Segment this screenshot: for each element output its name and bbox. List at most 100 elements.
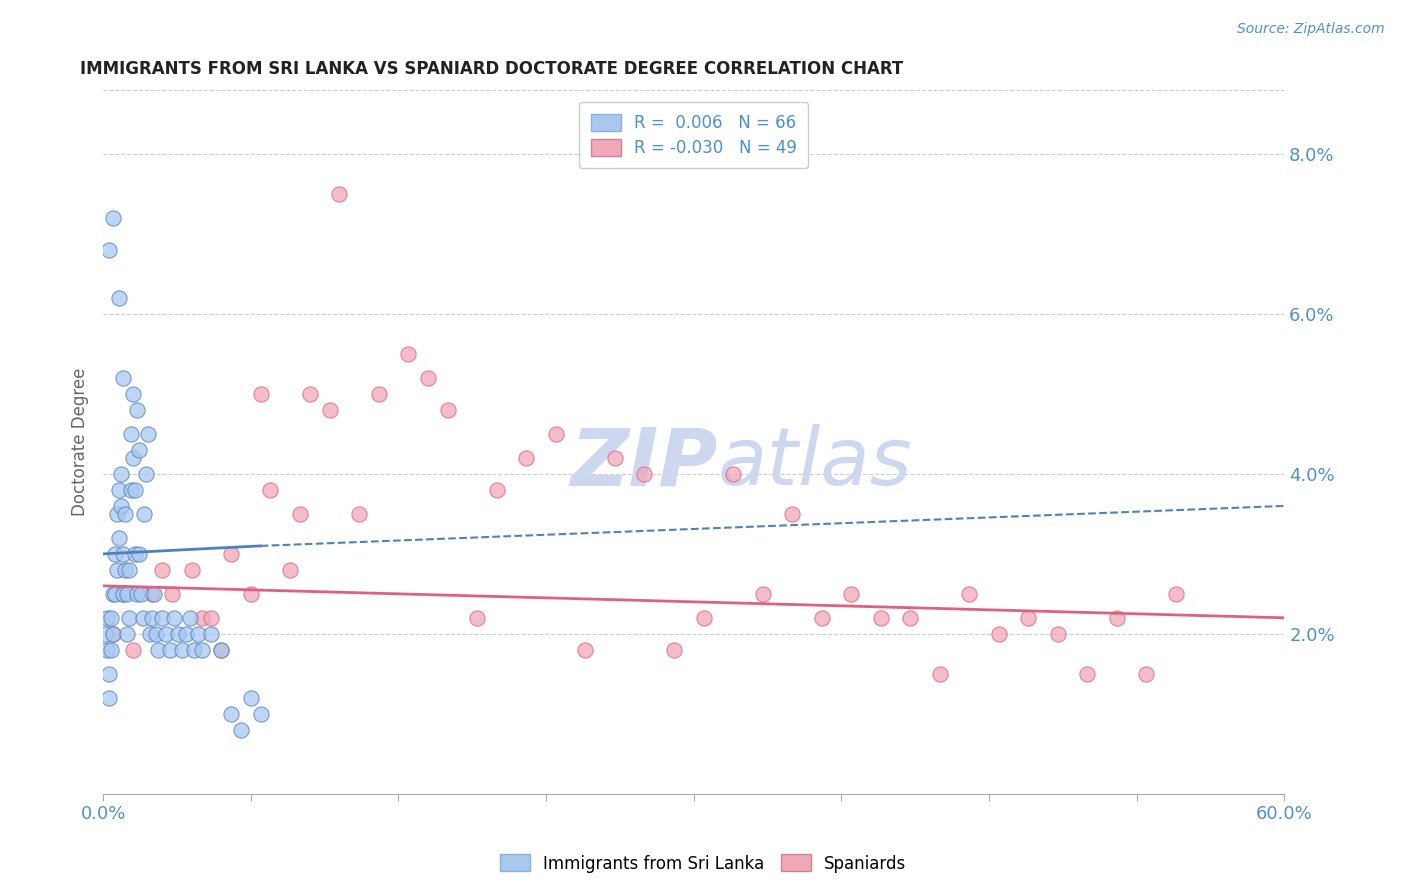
Point — [111, 371, 134, 385]
Point — [125, 587, 148, 601]
Point — [150, 563, 173, 577]
Point — [110, 499, 132, 513]
Legend: R =  0.006   N = 66, R = -0.030   N = 49: R = 0.006 N = 66, R = -0.030 N = 49 — [579, 102, 808, 169]
Point — [96, 611, 118, 625]
Point — [928, 666, 950, 681]
Point — [129, 587, 152, 601]
Point — [898, 611, 921, 625]
Point — [108, 531, 131, 545]
Point — [721, 467, 744, 481]
Point — [278, 563, 301, 577]
Point — [115, 587, 138, 601]
Point — [159, 642, 181, 657]
Point — [180, 563, 202, 577]
Point — [104, 547, 127, 561]
Point — [515, 450, 537, 465]
Point — [810, 611, 832, 625]
Point — [111, 587, 134, 601]
Point — [436, 403, 458, 417]
Text: ZIP: ZIP — [569, 424, 717, 502]
Point — [987, 627, 1010, 641]
Point — [1164, 587, 1187, 601]
Point — [128, 442, 150, 457]
Point — [239, 587, 262, 601]
Point — [124, 483, 146, 497]
Point — [200, 627, 222, 641]
Point — [111, 587, 134, 601]
Point — [141, 587, 163, 601]
Point — [98, 666, 121, 681]
Point — [183, 642, 205, 657]
Point — [150, 611, 173, 625]
Point — [662, 642, 685, 657]
Point — [98, 690, 121, 705]
Point — [288, 507, 311, 521]
Point — [105, 507, 128, 521]
Point — [200, 611, 222, 625]
Point — [104, 587, 127, 601]
Point — [135, 467, 157, 481]
Point — [163, 611, 186, 625]
Point — [239, 690, 262, 705]
Y-axis label: Doctorate Degree: Doctorate Degree — [72, 368, 89, 516]
Text: atlas: atlas — [717, 424, 912, 502]
Point — [101, 587, 124, 601]
Point — [138, 427, 160, 442]
Point — [108, 483, 131, 497]
Point — [101, 211, 124, 226]
Point — [141, 611, 163, 625]
Point — [125, 403, 148, 417]
Point — [780, 507, 803, 521]
Point — [139, 627, 162, 641]
Point — [118, 611, 141, 625]
Point — [219, 706, 242, 721]
Point — [219, 547, 242, 561]
Point — [544, 427, 567, 442]
Point — [115, 627, 138, 641]
Point — [1135, 666, 1157, 681]
Point — [1076, 666, 1098, 681]
Point — [128, 547, 150, 561]
Point — [101, 627, 124, 641]
Point — [209, 642, 232, 657]
Point — [465, 611, 488, 625]
Point — [167, 627, 190, 641]
Text: IMMIGRANTS FROM SRI LANKA VS SPANIARD DOCTORATE DEGREE CORRELATION CHART: IMMIGRANTS FROM SRI LANKA VS SPANIARD DO… — [80, 60, 903, 78]
Point — [367, 387, 389, 401]
Point — [155, 627, 177, 641]
Point — [347, 507, 370, 521]
Point — [143, 587, 166, 601]
Point — [131, 611, 153, 625]
Point — [111, 547, 134, 561]
Point — [118, 563, 141, 577]
Point — [957, 587, 980, 601]
Point — [692, 611, 714, 625]
Point — [121, 642, 143, 657]
Point — [114, 563, 136, 577]
Point — [179, 611, 201, 625]
Point — [105, 563, 128, 577]
Point — [114, 507, 136, 521]
Point — [1046, 627, 1069, 641]
Point — [396, 347, 419, 361]
Point — [209, 642, 232, 657]
Point — [108, 291, 131, 305]
Point — [869, 611, 891, 625]
Point — [145, 627, 167, 641]
Point — [1017, 611, 1039, 625]
Point — [190, 611, 212, 625]
Point — [249, 387, 271, 401]
Point — [121, 450, 143, 465]
Point — [190, 642, 212, 657]
Point — [110, 467, 132, 481]
Point — [318, 403, 340, 417]
Point — [328, 187, 350, 202]
Point — [124, 547, 146, 561]
Point — [98, 243, 121, 257]
Point — [160, 587, 183, 601]
Text: Source: ZipAtlas.com: Source: ZipAtlas.com — [1237, 22, 1385, 37]
Point — [187, 627, 209, 641]
Point — [485, 483, 508, 497]
Point — [120, 427, 142, 442]
Point — [96, 642, 118, 657]
